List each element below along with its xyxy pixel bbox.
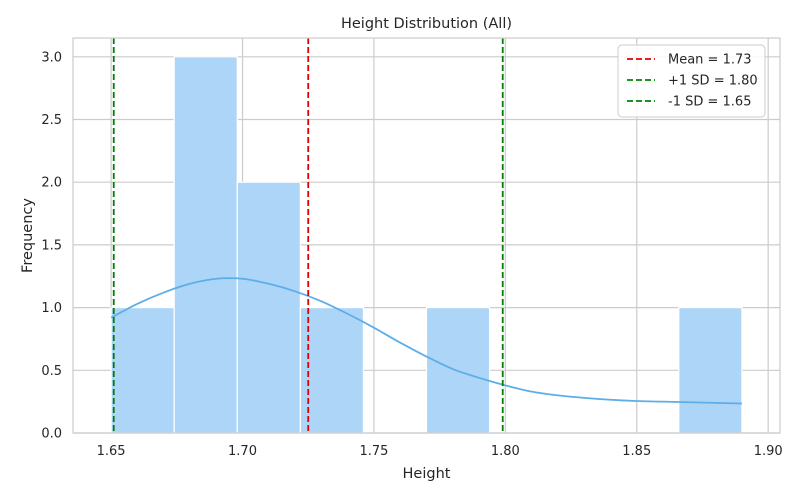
- y-tick-label: 3.0: [41, 50, 62, 65]
- histogram-bar: [678, 307, 743, 434]
- reference-lines: [112, 38, 504, 433]
- histogram-bar: [110, 307, 175, 434]
- legend-label: Mean = 1.73: [668, 53, 752, 68]
- legend: Mean = 1.73 +1 SD = 1.80 -1 SD = 1.65: [617, 44, 766, 118]
- x-tick-label: 1.80: [491, 444, 520, 459]
- legend-box: [617, 44, 766, 118]
- y-tick-label: 1.0: [41, 301, 62, 316]
- histogram-bar: [299, 307, 365, 434]
- kde-curve: [110, 277, 742, 405]
- y-tick-label: 0.5: [41, 364, 62, 379]
- y-axis-ticks: 0.0 0.5 1.0 1.5 2.0 2.5 3.0: [41, 50, 62, 441]
- legend-label: -1 SD = 1.65: [668, 95, 751, 110]
- histogram-bars: [110, 56, 743, 434]
- x-tick-label: 1.65: [97, 444, 126, 459]
- y-axis-label: Frequency: [20, 198, 36, 273]
- chart-title: Height Distribution (All): [341, 16, 512, 32]
- y-tick-label: 0.0: [41, 427, 62, 442]
- histogram-bar: [236, 181, 301, 434]
- plot-frame: [72, 37, 781, 434]
- x-tick-label: 1.75: [359, 444, 388, 459]
- x-tick-label: 1.70: [228, 444, 257, 459]
- y-tick-label: 1.5: [41, 238, 62, 253]
- x-axis-label: Height: [403, 466, 451, 482]
- x-tick-label: 1.90: [754, 444, 783, 459]
- legend-label: +1 SD = 1.80: [668, 74, 758, 89]
- y-tick-label: 2.5: [41, 113, 62, 128]
- x-tick-label: 1.85: [622, 444, 651, 459]
- histogram-bar: [173, 56, 238, 434]
- x-axis-ticks: 1.65 1.70 1.75 1.80 1.85 1.90: [97, 444, 783, 459]
- y-tick-label: 2.0: [41, 176, 62, 191]
